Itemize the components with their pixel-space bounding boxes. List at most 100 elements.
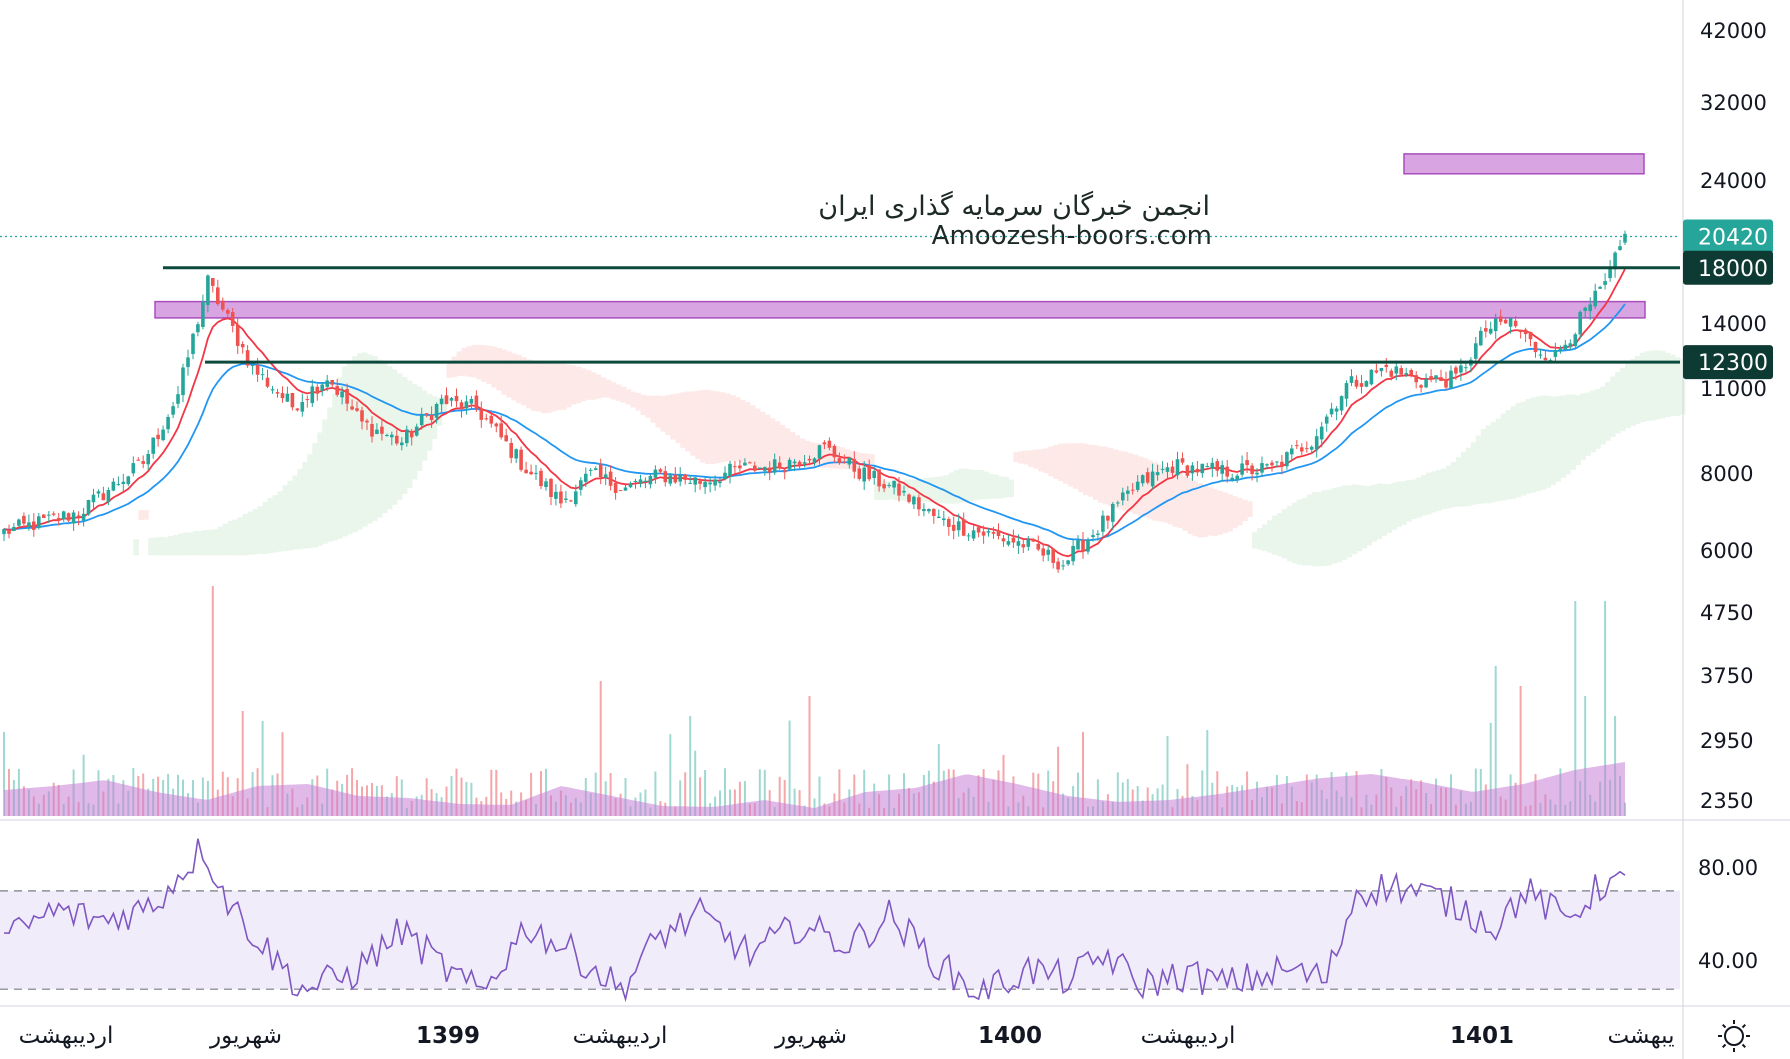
candle-body	[131, 463, 136, 474]
candle-body	[1170, 466, 1175, 473]
cloud-segment	[1068, 443, 1074, 487]
cloud-segment	[1674, 357, 1681, 416]
candle-body	[1389, 370, 1394, 377]
level-tag-12300: 12300	[1698, 351, 1768, 376]
candle-body	[320, 384, 324, 391]
candle-body	[981, 531, 986, 536]
cloud-segment	[869, 454, 875, 465]
cloud-segment	[1058, 443, 1064, 482]
candle-body	[350, 406, 354, 410]
candle-body	[380, 426, 384, 434]
candle-body	[1344, 383, 1349, 399]
cloud-segment	[1411, 479, 1417, 519]
time-axis-label: 1399	[416, 1023, 480, 1049]
candle-body	[1255, 472, 1259, 475]
rsi-band	[0, 890, 1680, 990]
candle-body	[1130, 489, 1135, 491]
cloud-segment	[640, 394, 647, 415]
candle-body	[66, 513, 71, 521]
candle-body	[1578, 311, 1582, 335]
level-tag-18000-bg	[1683, 250, 1773, 285]
candle-body	[444, 395, 449, 405]
cloud-segment	[1485, 425, 1492, 504]
cloud-segment	[580, 368, 587, 401]
volume-bar	[788, 720, 791, 816]
candle-body	[32, 521, 36, 530]
volume-bar	[729, 789, 731, 816]
cloud-segment	[1152, 462, 1159, 521]
candle-body	[47, 514, 51, 516]
candle-body	[1200, 463, 1205, 474]
candle-body	[1369, 369, 1374, 385]
cloud-segment	[536, 362, 542, 412]
candle-body	[230, 312, 235, 326]
cloud-segment	[1630, 358, 1636, 426]
cloud-segment	[774, 421, 781, 469]
cloud-segment	[998, 476, 1005, 499]
candle-body	[653, 469, 658, 478]
candle-body	[295, 408, 300, 411]
candle-body	[7, 530, 11, 534]
cloud-segment	[1455, 457, 1462, 507]
settings-button[interactable]	[1718, 1020, 1750, 1052]
volume-bar	[540, 771, 542, 816]
candle-body	[708, 482, 712, 485]
candle-body	[1300, 447, 1304, 452]
cloud-segment	[978, 470, 985, 500]
candle-body	[499, 423, 503, 438]
candle-body	[494, 423, 499, 427]
candle-body	[489, 415, 494, 424]
candle-body	[872, 470, 876, 478]
candle-body	[1553, 350, 1558, 357]
candle-body	[554, 491, 558, 499]
candle-body	[797, 461, 802, 465]
cloud-segment	[396, 373, 403, 500]
cloud-segment	[496, 348, 502, 391]
cloud-segment	[730, 395, 736, 462]
volume-bar	[689, 716, 692, 816]
volume-bar	[609, 773, 612, 816]
candle-body	[2, 529, 6, 535]
cloud-segment	[1202, 485, 1208, 537]
cloud-segment	[1316, 491, 1323, 567]
volume-bar	[853, 774, 856, 816]
candle-body	[1484, 328, 1488, 332]
cloud-segment	[690, 391, 696, 456]
candle-body	[529, 471, 533, 475]
cloud-segment	[1600, 386, 1606, 445]
candle-body	[250, 364, 255, 367]
candle-body	[464, 401, 469, 409]
candle-body	[807, 458, 812, 461]
cloud-segment	[227, 520, 234, 556]
cloud-segment	[1172, 471, 1179, 527]
candle-body	[1096, 533, 1100, 535]
cloud-segment	[973, 470, 980, 501]
candle-body	[951, 524, 956, 531]
time-axis-label: اردیبهشت	[573, 1023, 668, 1049]
candle-body	[623, 487, 628, 491]
volume-bar	[1494, 666, 1497, 816]
volume-bar	[490, 769, 493, 816]
cloud-segment	[1043, 448, 1049, 474]
candle-body	[1270, 462, 1274, 466]
candle-body	[1056, 561, 1060, 570]
cloud-segment	[322, 419, 328, 544]
cloud-segment	[943, 475, 950, 504]
candle-body	[628, 483, 633, 488]
volume-bar	[1489, 722, 1492, 816]
candle-body	[1190, 465, 1195, 474]
candle-body	[1205, 466, 1210, 467]
cloud-segment	[1177, 473, 1184, 528]
candle-body	[713, 479, 717, 486]
volume-bar	[793, 788, 796, 816]
volume-bar	[221, 771, 224, 816]
candle-body	[176, 394, 180, 404]
cloud-segment	[1460, 452, 1467, 507]
cloud-segment	[516, 354, 522, 404]
candle-body	[1429, 376, 1433, 380]
cloud-segment	[1585, 392, 1591, 456]
cloud-segment	[297, 469, 303, 550]
volume-bar	[425, 778, 428, 816]
cloud-segment	[247, 511, 254, 555]
